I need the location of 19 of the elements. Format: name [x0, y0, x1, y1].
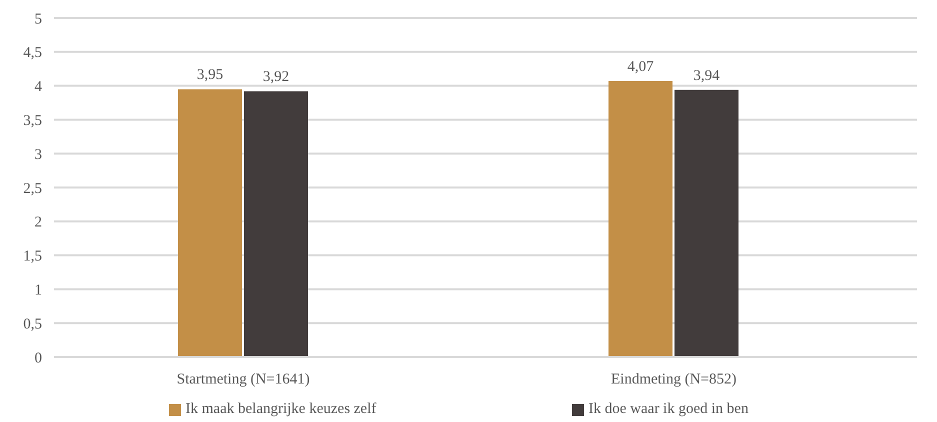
y-tick-label: 5 — [34, 11, 42, 28]
y-tick-label: 2 — [34, 214, 42, 231]
y-tick-label: 0,5 — [23, 316, 42, 332]
legend-label: Ik doe waar ik goed in ben — [588, 401, 748, 418]
data-label: 4,07 — [627, 59, 654, 76]
y-tick-label: 1 — [34, 282, 42, 299]
data-label: 3,94 — [693, 68, 720, 84]
x-tick-label: Startmeting (N=1641) — [176, 372, 310, 388]
legend-label: Ik maak belangrijke keuzes zelf — [186, 401, 376, 418]
data-label: 3,95 — [196, 67, 224, 84]
y-tick-label: 4 — [34, 79, 42, 96]
y-tick-label: 3 — [34, 146, 42, 163]
x-tick-label: Eindmeting (N=852) — [610, 372, 737, 388]
y-tick-label: 0 — [34, 350, 42, 366]
data-label: 3,92 — [262, 69, 290, 86]
y-tick-label: 1,5 — [23, 248, 42, 265]
y-tick-label: 2,5 — [23, 180, 42, 197]
y-tick-label: 4,5 — [23, 45, 42, 62]
y-tick-label: 3,5 — [23, 113, 42, 130]
